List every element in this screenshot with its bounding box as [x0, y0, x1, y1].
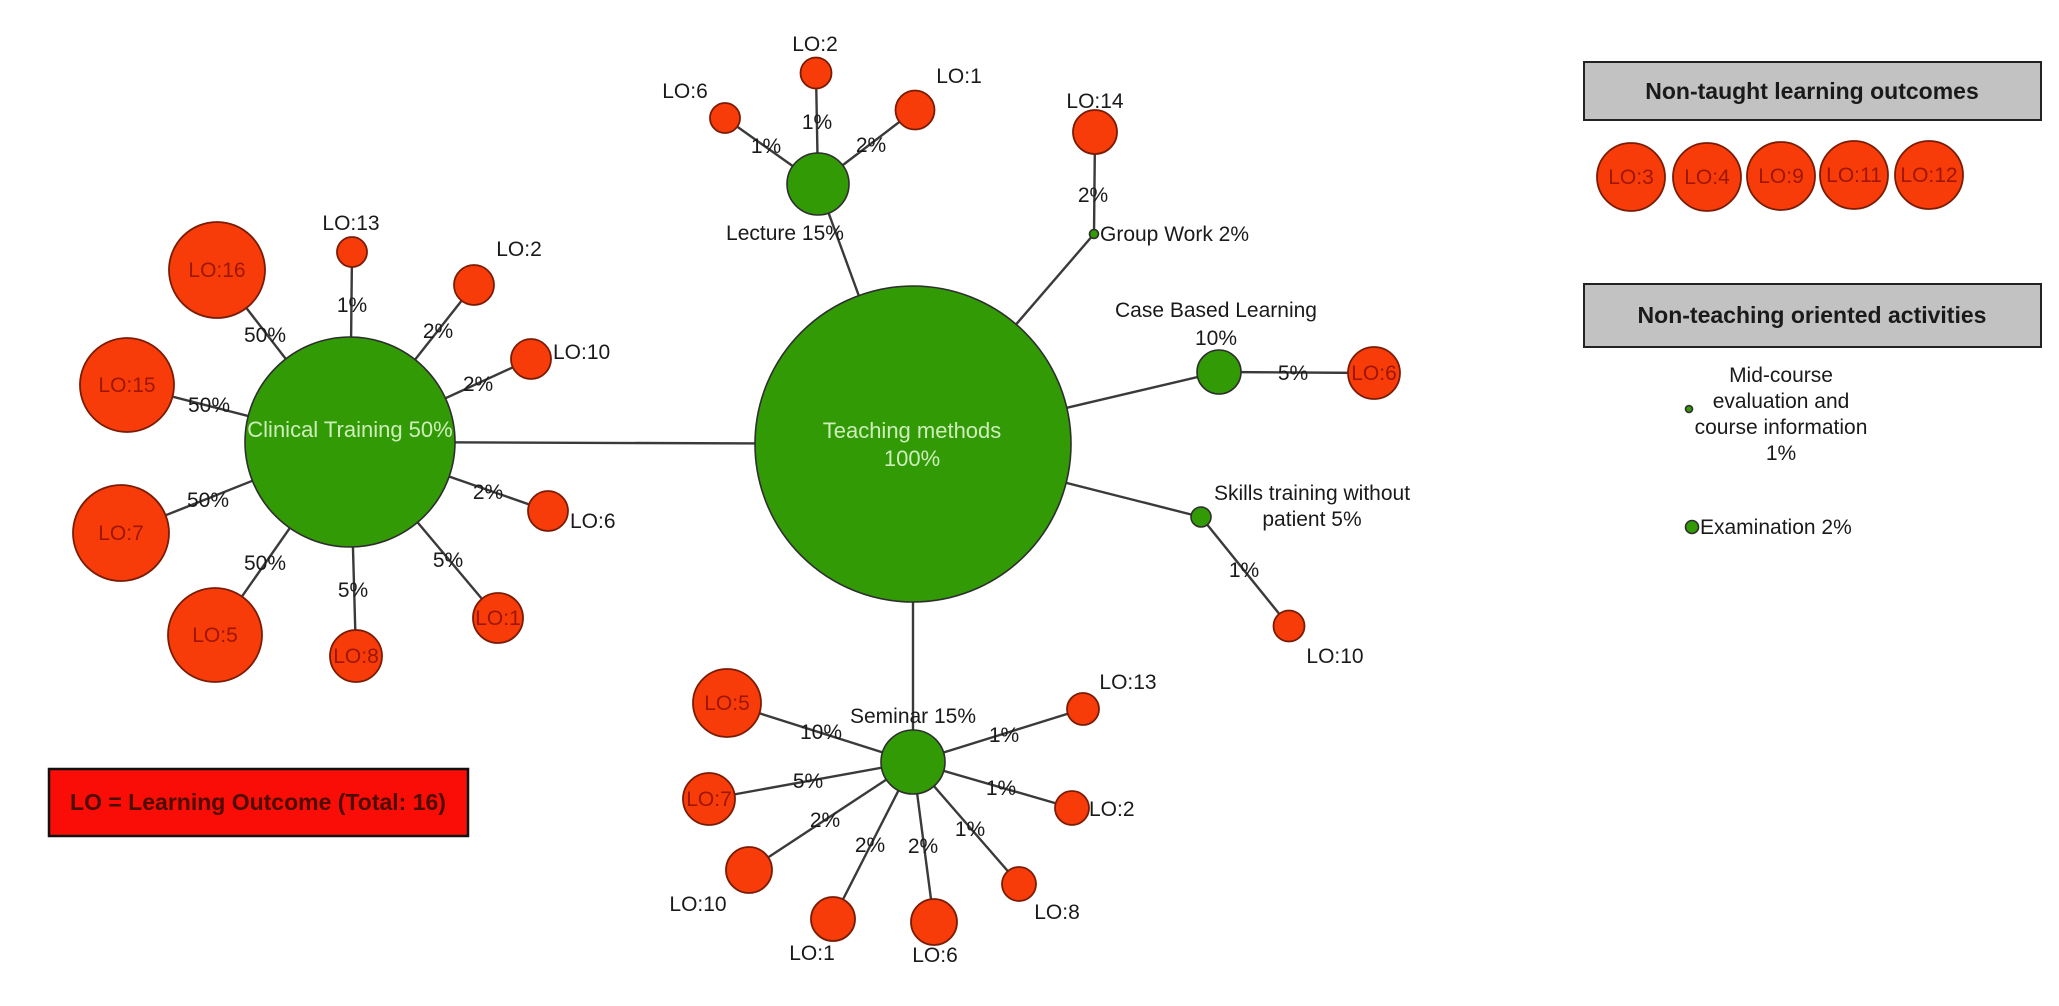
svg-text:LO:8: LO:8: [1034, 901, 1080, 924]
svg-text:Mid-course: Mid-course: [1729, 364, 1833, 387]
svg-text:LO:13: LO:13: [322, 212, 379, 235]
svg-text:Non-taught learning outcomes: Non-taught learning outcomes: [1645, 78, 1979, 104]
svg-text:2%: 2%: [473, 481, 503, 504]
svg-text:Clinical Training 50%: Clinical Training 50%: [247, 417, 452, 442]
svg-text:LO:7: LO:7: [686, 788, 732, 811]
svg-text:Teaching methods: Teaching methods: [823, 418, 1002, 443]
svg-text:LO:10: LO:10: [669, 893, 726, 916]
svg-text:LO:8: LO:8: [333, 645, 379, 668]
svg-text:LO:10: LO:10: [1306, 645, 1363, 668]
svg-text:Group Work 2%: Group Work 2%: [1100, 223, 1249, 246]
svg-text:LO:1: LO:1: [936, 65, 982, 88]
svg-text:LO:1: LO:1: [475, 607, 521, 630]
svg-text:LO:12: LO:12: [1900, 164, 1957, 187]
svg-text:2%: 2%: [855, 834, 885, 857]
svg-text:evaluation and: evaluation and: [1713, 390, 1850, 413]
svg-text:2%: 2%: [856, 134, 886, 157]
svg-text:Non-teaching oriented activiti: Non-teaching oriented activities: [1638, 302, 1987, 328]
svg-text:Lecture 15%: Lecture 15%: [726, 222, 844, 245]
svg-text:5%: 5%: [433, 549, 463, 572]
svg-text:1%: 1%: [802, 111, 832, 134]
svg-text:LO:13: LO:13: [1099, 671, 1156, 694]
svg-text:1%: 1%: [337, 294, 367, 317]
svg-text:LO:6: LO:6: [662, 80, 708, 103]
svg-text:5%: 5%: [1278, 362, 1308, 385]
svg-text:1%: 1%: [989, 724, 1019, 747]
svg-text:1%: 1%: [751, 135, 781, 158]
svg-text:Seminar 15%: Seminar 15%: [850, 705, 976, 728]
svg-text:50%: 50%: [187, 489, 229, 512]
svg-text:10%: 10%: [800, 721, 842, 744]
svg-text:LO:4: LO:4: [1684, 166, 1730, 189]
svg-text:LO:14: LO:14: [1066, 90, 1124, 113]
svg-text:LO:9: LO:9: [1758, 165, 1804, 188]
svg-text:1%: 1%: [955, 818, 985, 841]
svg-text:1%: 1%: [1766, 442, 1796, 465]
svg-text:LO:1: LO:1: [789, 942, 835, 965]
svg-text:LO:15: LO:15: [98, 374, 155, 397]
svg-text:Case Based Learning: Case Based Learning: [1115, 299, 1317, 322]
svg-text:LO:3: LO:3: [1608, 166, 1654, 189]
svg-text:2%: 2%: [810, 809, 840, 832]
svg-text:Skills training without: Skills training without: [1214, 482, 1410, 505]
svg-text:course information: course information: [1695, 416, 1868, 439]
svg-text:2%: 2%: [423, 320, 453, 343]
svg-text:LO:5: LO:5: [192, 624, 238, 647]
svg-text:100%: 100%: [884, 446, 940, 471]
svg-text:LO:16: LO:16: [188, 259, 245, 282]
svg-text:LO:2: LO:2: [792, 33, 838, 56]
svg-text:patient 5%: patient 5%: [1262, 508, 1361, 531]
svg-text:LO:11: LO:11: [1826, 164, 1882, 187]
svg-text:LO:2: LO:2: [496, 238, 542, 261]
svg-text:5%: 5%: [793, 770, 823, 793]
svg-text:2%: 2%: [908, 835, 938, 858]
svg-text:10%: 10%: [1195, 327, 1237, 350]
svg-text:1%: 1%: [986, 777, 1016, 800]
svg-text:LO:10: LO:10: [553, 341, 610, 364]
svg-text:LO = Learning Outcome (Total:: LO = Learning Outcome (Total: 16): [70, 789, 446, 815]
svg-text:2%: 2%: [463, 373, 493, 396]
svg-text:50%: 50%: [188, 394, 230, 417]
svg-text:5%: 5%: [338, 579, 368, 602]
svg-text:LO:6: LO:6: [570, 510, 616, 533]
svg-text:2%: 2%: [1078, 184, 1108, 207]
svg-text:1%: 1%: [1229, 559, 1259, 582]
svg-text:LO:2: LO:2: [1089, 798, 1135, 821]
svg-text:LO:6: LO:6: [912, 944, 958, 967]
svg-text:50%: 50%: [244, 552, 286, 575]
svg-text:Examination 2%: Examination 2%: [1700, 516, 1852, 539]
svg-text:LO:7: LO:7: [98, 522, 144, 545]
svg-text:50%: 50%: [244, 324, 286, 347]
svg-text:LO:6: LO:6: [1351, 362, 1397, 385]
svg-text:LO:5: LO:5: [704, 692, 750, 715]
